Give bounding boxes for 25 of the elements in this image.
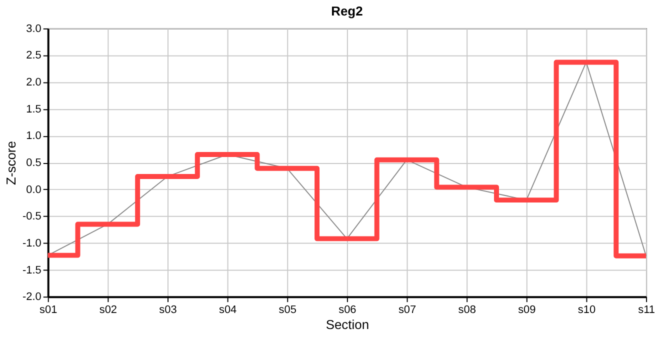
y-tick-label: -1.0	[22, 237, 42, 250]
y-tick-label: -2.0	[22, 291, 42, 304]
x-axis-title: Section	[326, 317, 370, 332]
x-tick-label: s08	[458, 304, 476, 316]
chart-title: Reg2	[331, 3, 363, 18]
x-tick-label: s09	[518, 304, 536, 316]
x-tick-label: s06	[338, 304, 356, 316]
y-tick-label: 3.0	[26, 22, 42, 35]
y-tick-label: -1.5	[22, 264, 42, 276]
x-tick-label: s04	[218, 304, 237, 316]
y-tick-label: 1.0	[26, 130, 42, 142]
x-tick-label: s01	[40, 304, 58, 316]
y-tick-label: 0.0	[26, 184, 42, 196]
x-tick-label: s10	[578, 304, 596, 316]
x-tick-label: s05	[278, 304, 296, 316]
y-tick-label: 1.5	[26, 103, 42, 116]
x-tick-label: s02	[99, 304, 118, 316]
y-tick-label: 2.5	[26, 50, 42, 62]
y-tick-label: 2.0	[26, 76, 42, 89]
y-tick-label: -0.5	[22, 210, 42, 223]
x-tick-label: s07	[398, 304, 416, 316]
y-tick-label: 0.5	[26, 157, 42, 170]
x-tick-label: s03	[159, 304, 177, 316]
x-tick-label: s11	[638, 304, 655, 316]
y-axis-title: Z-score	[4, 141, 18, 185]
